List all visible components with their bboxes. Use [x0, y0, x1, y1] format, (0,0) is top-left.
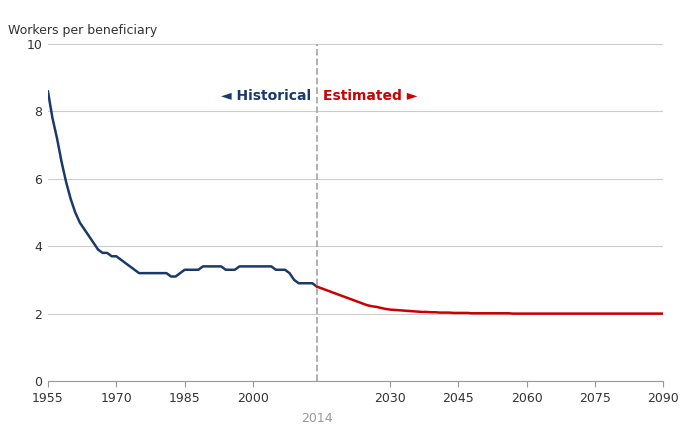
- Text: 2014: 2014: [301, 412, 332, 424]
- Text: ◄ Historical: ◄ Historical: [221, 89, 311, 103]
- Text: Estimated ►: Estimated ►: [323, 89, 417, 103]
- Text: Workers per beneficiary: Workers per beneficiary: [8, 24, 157, 37]
